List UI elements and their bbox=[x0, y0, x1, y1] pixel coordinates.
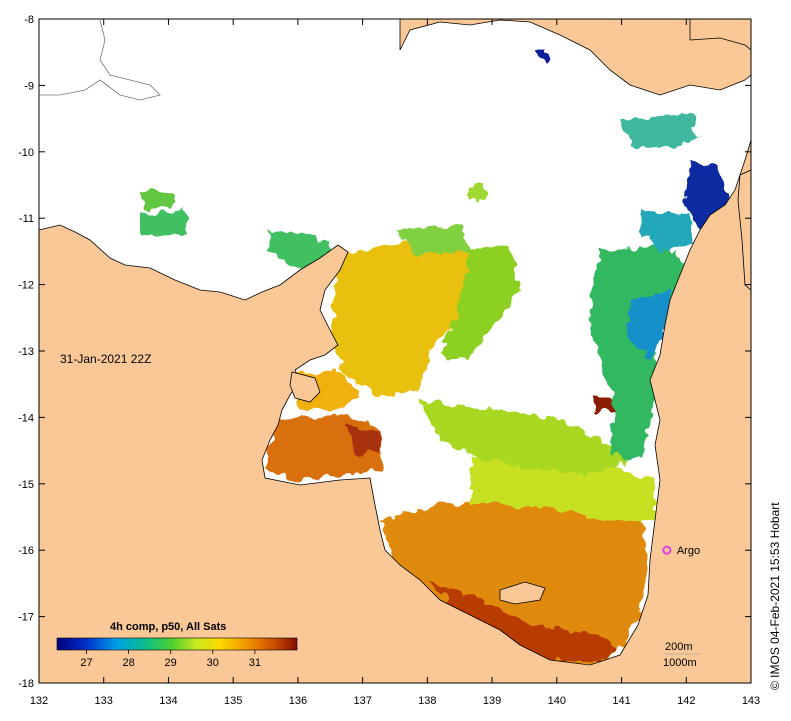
y-tick-label: -11 bbox=[19, 213, 34, 225]
colorbar-title: 4h comp, p50, All Sats bbox=[110, 621, 226, 633]
colorbar-tick-label: 29 bbox=[165, 657, 177, 669]
y-tick-label: -17 bbox=[18, 612, 34, 624]
y-tick-label: -15 bbox=[18, 479, 34, 491]
depth-1000m-label: 1000m bbox=[663, 657, 697, 669]
sst-patch-south-hot bbox=[430, 580, 620, 662]
sst-patch-north-3 bbox=[140, 210, 188, 235]
credit-text: © IMOS 04-Feb-2021 15:53 Hobart bbox=[768, 502, 782, 690]
y-tick-label: -9 bbox=[24, 80, 34, 92]
sst-patch-north-4 bbox=[140, 190, 175, 210]
x-tick-label: 137 bbox=[353, 695, 371, 707]
colorbar-tick-label: 27 bbox=[80, 657, 92, 669]
land-layer bbox=[39, 19, 751, 683]
x-tick-label: 139 bbox=[483, 695, 501, 707]
y-tick-label: -18 bbox=[18, 678, 34, 690]
sst-patch-central bbox=[330, 240, 480, 395]
depth-legend: 200m 1000m bbox=[663, 641, 700, 669]
colorbar-ticks: 27 28 29 30 31 bbox=[80, 650, 261, 669]
x-tick-label: 142 bbox=[677, 695, 695, 707]
x-tick-label: 141 bbox=[612, 695, 630, 707]
colorbar-tick-label: 30 bbox=[207, 657, 219, 669]
y-tick-label: -16 bbox=[18, 545, 34, 557]
y-tick-label: -13 bbox=[18, 346, 34, 358]
x-tick-label: 140 bbox=[548, 695, 566, 707]
argo-marker-icon bbox=[662, 545, 672, 555]
coastline-fragments bbox=[40, 19, 161, 101]
colorbar-tick-label: 28 bbox=[122, 657, 134, 669]
sst-patch-east-cool bbox=[630, 290, 670, 360]
x-axis: 132 133 134 135 136 137 138 139 140 141 142 143 bbox=[30, 19, 760, 707]
sst-patch-northeast bbox=[620, 115, 700, 150]
land-island-west bbox=[289, 371, 321, 403]
y-axis: -8 -9 -10 -11 -12 -13 -14 -15 -16 -17 -18 bbox=[18, 14, 751, 690]
sst-patch-red-east bbox=[593, 398, 615, 412]
timor-coast bbox=[40, 19, 161, 101]
argo-float: Argo bbox=[662, 545, 700, 557]
colorbar: 4h comp, p50, All Sats 27 28 29 30 31 bbox=[56, 621, 298, 669]
x-tick-label: 143 bbox=[742, 695, 760, 707]
timestamp-label: 31-Jan-2021 22Z bbox=[60, 352, 151, 366]
sst-patch-west-hot bbox=[345, 425, 382, 455]
sst-data-layer bbox=[140, 46, 730, 665]
depth-200m-label: 200m bbox=[665, 641, 693, 653]
y-tick-label: -14 bbox=[18, 412, 34, 424]
x-tick-label: 133 bbox=[95, 695, 113, 707]
land-mornington-island bbox=[499, 581, 546, 605]
x-tick-label: 136 bbox=[289, 695, 307, 707]
sst-patch-southeast bbox=[470, 455, 655, 520]
y-tick-label: -8 bbox=[24, 14, 34, 26]
land-new-guinea bbox=[399, 19, 751, 96]
land-new-guinea-east bbox=[689, 19, 751, 51]
x-tick-label: 135 bbox=[224, 695, 242, 707]
y-tick-label: -10 bbox=[18, 147, 34, 159]
colorbar-tick-label: 31 bbox=[249, 657, 261, 669]
colorbar-gradient bbox=[56, 637, 298, 651]
x-tick-label: 132 bbox=[30, 695, 48, 707]
sst-patch-north-2 bbox=[395, 225, 470, 255]
sst-patch-north-5 bbox=[468, 185, 485, 200]
sst-patch-top-blue bbox=[535, 46, 548, 62]
sst-patch-south bbox=[380, 500, 650, 665]
sst-patch-middle bbox=[420, 400, 630, 475]
land-northern-territory bbox=[39, 139, 751, 683]
y-tick-label: -12 bbox=[18, 280, 34, 292]
x-tick-label: 138 bbox=[418, 695, 436, 707]
argo-label: Argo bbox=[677, 545, 700, 557]
x-tick-label: 134 bbox=[159, 695, 177, 707]
sst-patch-central-green bbox=[440, 245, 520, 360]
sst-patch-east-mid bbox=[640, 210, 695, 250]
